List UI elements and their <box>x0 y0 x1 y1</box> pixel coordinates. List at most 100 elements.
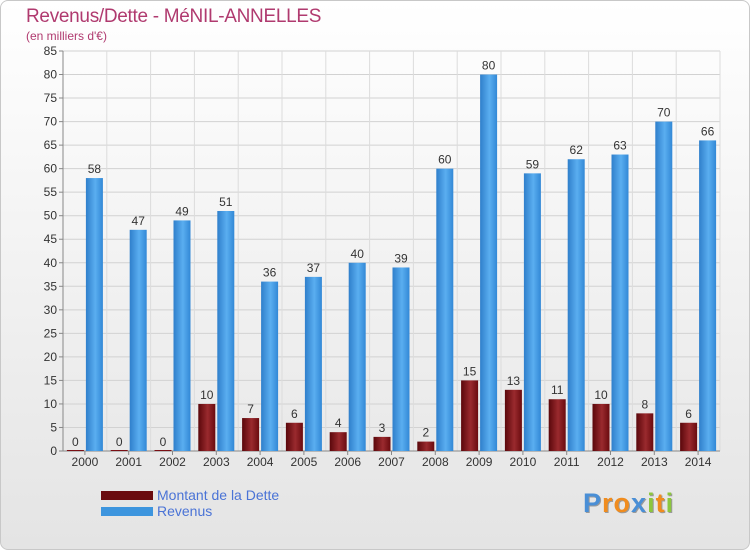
bar-revenus <box>304 276 322 451</box>
bar-dette <box>592 403 610 451</box>
data-label-dette: 2 <box>422 426 429 440</box>
x-tick-label: 2011 <box>554 455 580 469</box>
y-tick-label: 55 <box>44 185 58 199</box>
x-tick-label: 2010 <box>510 455 537 469</box>
x-tick-label: 2004 <box>247 455 274 469</box>
bar-revenus <box>392 267 410 451</box>
data-label-dette: 13 <box>507 374 521 388</box>
y-tick-label: 45 <box>44 232 58 246</box>
bar-revenus <box>567 159 585 451</box>
y-tick-label: 15 <box>44 373 58 387</box>
data-label-revenus: 47 <box>132 214 146 228</box>
x-tick-label: 2000 <box>72 455 99 469</box>
data-label-revenus: 40 <box>351 247 365 261</box>
data-label-dette: 10 <box>594 388 608 402</box>
data-label-dette: 10 <box>200 388 214 402</box>
bars-layer <box>66 74 717 452</box>
y-tick-label: 5 <box>50 420 57 434</box>
data-label-dette: 6 <box>685 407 692 421</box>
bar-revenus <box>436 168 454 451</box>
legend-swatch-dette <box>101 491 153 500</box>
data-label-dette: 7 <box>247 402 254 416</box>
data-label-dette: 15 <box>463 364 477 378</box>
brand-letter: r <box>602 488 614 518</box>
brand-letter: t <box>655 488 666 518</box>
y-tick-label: 20 <box>44 350 58 364</box>
bar-revenus <box>699 140 717 452</box>
x-tick-label: 2002 <box>159 455 186 469</box>
y-tick-label: 25 <box>44 326 58 340</box>
brand-logo: Proxiti <box>583 488 674 519</box>
bar-dette <box>504 389 522 451</box>
bar-dette <box>110 450 128 451</box>
bar-revenus <box>480 74 498 451</box>
x-tick-label: 2006 <box>334 455 361 469</box>
x-tick-label: 2001 <box>115 455 142 469</box>
data-label-revenus: 39 <box>394 251 408 265</box>
data-label-revenus: 51 <box>219 195 233 209</box>
data-label-revenus: 62 <box>570 143 584 157</box>
bar-dette <box>285 422 303 451</box>
y-tick-label: 85 <box>44 44 58 58</box>
bar-dette <box>373 436 391 451</box>
data-label-revenus: 59 <box>526 157 540 171</box>
legend-label-revenus: Revenus <box>157 503 213 519</box>
x-tick-label: 2003 <box>203 455 230 469</box>
bar-dette <box>680 422 698 451</box>
data-label-revenus: 58 <box>88 162 102 176</box>
bar-revenus <box>611 154 629 451</box>
x-tick-label: 2013 <box>641 455 668 469</box>
bar-revenus <box>348 262 366 451</box>
grid-layer <box>62 50 721 452</box>
legend-swatch-revenus <box>101 507 153 516</box>
data-label-dette: 6 <box>291 407 298 421</box>
bar-dette <box>461 380 479 451</box>
bar-revenus <box>85 178 103 451</box>
data-label-dette: 11 <box>551 383 564 397</box>
x-tick-label: 2009 <box>466 455 493 469</box>
bar-revenus <box>523 173 541 451</box>
bar-dette <box>329 432 347 451</box>
x-tick-label: 2007 <box>378 455 405 469</box>
data-label-revenus: 80 <box>482 59 496 73</box>
y-tick-label: 65 <box>44 138 58 152</box>
data-label-revenus: 63 <box>613 139 627 153</box>
bar-dette <box>636 413 654 451</box>
bar-revenus <box>129 229 147 451</box>
bar-dette <box>198 403 216 451</box>
y-tick-label: 75 <box>44 91 58 105</box>
data-label-dette: 8 <box>641 397 648 411</box>
y-tick-label: 10 <box>44 397 58 411</box>
y-tick-label: 35 <box>44 279 58 293</box>
bar-dette <box>154 450 172 451</box>
bar-revenus <box>173 220 191 451</box>
bar-dette <box>417 441 435 451</box>
legend-label-dette: Montant de la Dette <box>157 487 280 503</box>
bar-revenus <box>655 121 673 452</box>
x-tick-label: 2005 <box>291 455 318 469</box>
x-tick-label: 2012 <box>597 455 624 469</box>
data-label-revenus: 70 <box>657 106 671 120</box>
chart-title: Revenus/Dette - MéNIL-ANNELLES <box>26 6 322 27</box>
bar-revenus <box>261 281 279 451</box>
data-label-dette: 0 <box>116 435 123 449</box>
bar-dette <box>242 418 260 451</box>
y-tick-label: 70 <box>44 115 58 129</box>
data-label-dette: 0 <box>160 435 167 449</box>
y-tick-label: 60 <box>44 162 58 176</box>
bar-dette <box>66 450 84 451</box>
data-label-revenus: 49 <box>175 204 189 218</box>
data-label-dette: 0 <box>72 435 79 449</box>
y-tick-label: 30 <box>44 303 58 317</box>
bar-dette <box>548 399 566 451</box>
data-label-dette: 3 <box>379 421 386 435</box>
chart-subtitle: (en milliers d'€) <box>26 29 107 43</box>
y-tick-label: 40 <box>44 256 58 270</box>
data-label-revenus: 36 <box>263 266 277 280</box>
data-label-dette: 4 <box>335 416 342 430</box>
y-tick-label: 80 <box>44 68 58 82</box>
data-label-revenus: 60 <box>438 153 452 167</box>
y-tick-label: 50 <box>44 209 58 223</box>
